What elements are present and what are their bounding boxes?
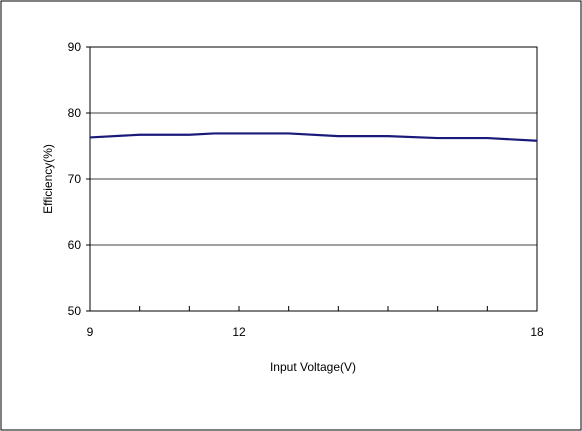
y-tick-label: 80	[68, 106, 82, 120]
grid	[90, 112, 537, 246]
y-tick-label: 50	[68, 304, 82, 318]
ticks: 50 60 70 80 90 9 12 18	[68, 40, 544, 339]
y-tick-label: 70	[68, 172, 82, 186]
x-tick-label: 12	[232, 325, 246, 339]
x-tick-label: 9	[87, 325, 94, 339]
efficiency-line	[89, 132, 538, 142]
x-tick-label: 18	[530, 325, 544, 339]
x-axis-title: Input Voltage(V)	[270, 360, 356, 374]
series	[89, 132, 538, 142]
y-tick-label: 90	[68, 40, 82, 54]
y-tick-label: 60	[68, 238, 82, 252]
y-axis-title: Efficiency(%)	[41, 144, 55, 214]
